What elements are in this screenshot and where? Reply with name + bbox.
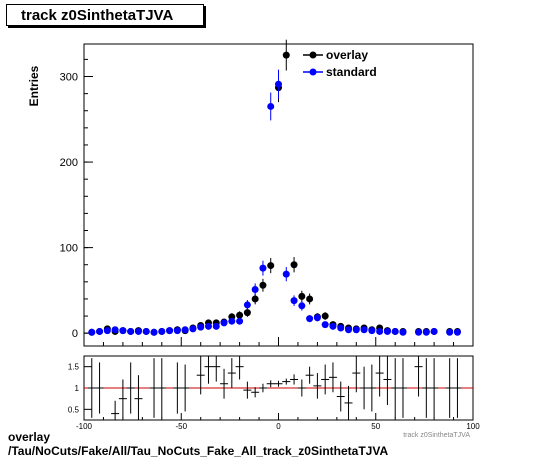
- main-y-axis: 0 100 200 300: [60, 58, 93, 340]
- footer-line-2: /Tau/NoCuts/Fake/All/Tau_NoCuts_Fake_All…: [8, 444, 389, 458]
- data-point: [142, 327, 150, 335]
- data-point: [391, 327, 399, 335]
- y-tick-label: 300: [60, 72, 78, 84]
- ratio-y-tick-label: 0.5: [68, 405, 80, 414]
- legend-standard-marker: [309, 68, 317, 76]
- ratio-y-tick-label: 1.5: [68, 363, 80, 372]
- data-point: [368, 327, 376, 335]
- data-point: [236, 317, 244, 325]
- data-point: [251, 295, 259, 303]
- ratio-x-tick-label: 0: [276, 422, 281, 431]
- data-point: [228, 317, 236, 325]
- data-point: [204, 322, 212, 330]
- data-point: [282, 51, 290, 59]
- chart-title: track z0SinthetaTJVA: [6, 4, 204, 26]
- ratio-y-tick-label: 1: [75, 384, 80, 393]
- data-point: [197, 323, 205, 331]
- data-point: [243, 301, 251, 309]
- y-tick-label: 0: [72, 328, 78, 340]
- series-overlay: [88, 39, 461, 336]
- ratio-x-axis: -100 -50 0 50 100: [76, 413, 480, 431]
- data-point: [111, 326, 119, 334]
- data-point: [166, 327, 174, 335]
- legend: overlay standard: [303, 48, 377, 79]
- data-point: [430, 327, 438, 335]
- footer: overlay /Tau/NoCuts/Fake/All/Tau_NoCuts_…: [8, 430, 388, 458]
- data-point: [96, 327, 104, 335]
- data-point: [290, 297, 298, 305]
- data-point: [220, 319, 228, 327]
- data-point: [158, 327, 166, 335]
- ratio-x-tick-label: -100: [76, 422, 93, 431]
- data-point: [298, 302, 306, 310]
- data-point: [321, 321, 329, 329]
- data-point: [267, 262, 275, 270]
- data-point: [352, 326, 360, 334]
- data-point: [251, 286, 259, 294]
- data-point: [267, 102, 275, 110]
- data-point: [313, 314, 321, 322]
- data-point: [243, 309, 251, 317]
- data-point: [321, 312, 329, 320]
- data-point: [446, 328, 454, 336]
- data-point: [376, 327, 384, 335]
- data-point: [173, 327, 181, 335]
- series-ratio: [84, 356, 473, 420]
- data-point: [189, 325, 197, 333]
- ratio-x-tick-label: 50: [371, 422, 380, 431]
- data-point: [150, 328, 158, 336]
- series-standard: [88, 69, 461, 336]
- data-point: [337, 324, 345, 332]
- x-axis-label: track z0SinthetaTJVA: [403, 432, 470, 439]
- data-point: [306, 315, 314, 323]
- data-point: [345, 326, 353, 334]
- data-point: [259, 264, 267, 272]
- ratio-x-tick-label: 100: [466, 422, 480, 431]
- footer-line-1: overlay: [8, 430, 51, 444]
- data-point: [415, 328, 423, 336]
- data-point: [212, 322, 220, 330]
- y-axis-label: Entries: [27, 65, 41, 106]
- data-point: [127, 327, 135, 335]
- data-point: [259, 281, 267, 289]
- legend-standard-label: standard: [326, 65, 377, 79]
- legend-overlay-label: overlay: [326, 48, 368, 62]
- data-point: [298, 292, 306, 300]
- data-point: [290, 261, 298, 269]
- data-point: [360, 326, 368, 334]
- data-point: [399, 328, 407, 336]
- data-point: [134, 327, 142, 335]
- data-point: [103, 327, 111, 335]
- ratio-x-tick-label: -50: [175, 422, 187, 431]
- data-point: [282, 270, 290, 278]
- y-tick-label: 100: [60, 243, 78, 255]
- data-point: [422, 328, 430, 336]
- main-x-axis: [83, 337, 474, 346]
- data-point: [329, 322, 337, 330]
- data-point: [236, 311, 244, 319]
- data-point: [383, 327, 391, 335]
- data-point: [275, 80, 282, 88]
- data-point: [453, 328, 461, 336]
- data-point: [88, 328, 96, 336]
- data-point: [119, 327, 127, 335]
- data-point: [306, 295, 314, 303]
- data-point: [181, 326, 189, 334]
- legend-overlay-marker: [309, 51, 317, 59]
- y-tick-label: 200: [60, 157, 78, 169]
